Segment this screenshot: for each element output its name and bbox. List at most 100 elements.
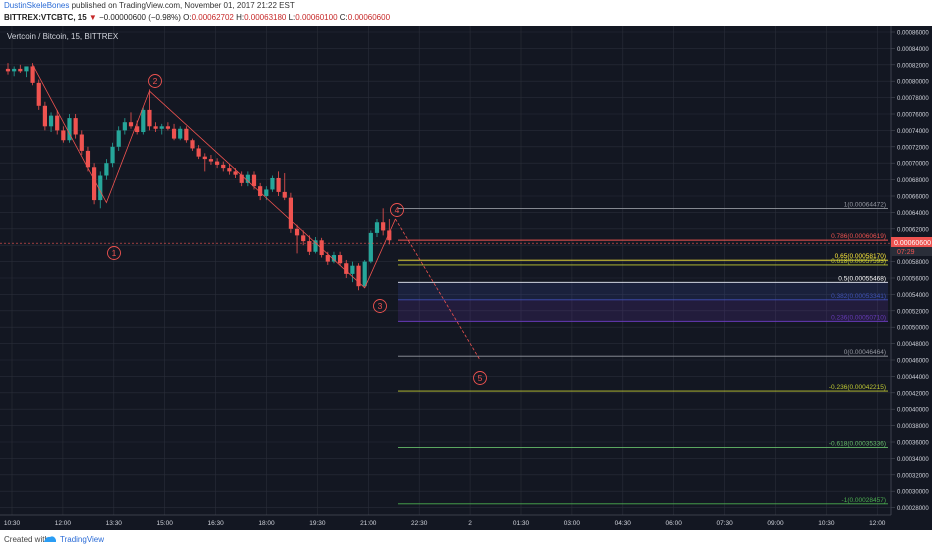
chart-area[interactable]: Vertcoin / Bitcoin, 15, BITTREX 1(0.0006… [0,26,932,530]
time-axis-label: 12:00 [869,520,886,527]
elliott-wave-line[interactable] [32,64,396,289]
fib-level-label: -0.236(0.00042215) [829,384,886,391]
candlestick [42,101,47,131]
svg-text:5: 5 [478,373,483,383]
fib-level-label: -0.618(0.00035336) [829,440,886,447]
current-price-badge [891,237,932,247]
candlestick [79,130,84,155]
high-label: H: [236,13,245,22]
tradingview-link[interactable]: TradingView [60,535,105,544]
candlestick [190,138,195,151]
candlestick [301,230,306,246]
candlestick [5,63,11,75]
candlestick [282,173,287,201]
fib-level-label: 0.618(0.00057593) [831,258,886,265]
candlestick [178,126,183,141]
price-axis-label: 0.00058000 [897,260,929,266]
candlestick [294,224,300,254]
price-axis-label: 0.00066000 [897,195,929,201]
price-axis-label: 0.00052000 [897,309,929,315]
wave-label-2[interactable]: 2 [148,74,162,88]
price-axis-label: 0.00086000 [897,31,929,37]
wave-label-5[interactable]: 5 [473,371,487,385]
price-axis-label: 0.00074000 [897,129,929,135]
svg-text:3: 3 [378,301,383,311]
time-axis-label: 21:00 [360,520,377,527]
time-axis-label: 06:00 [666,520,683,527]
time-axis-label: 2 [468,520,472,527]
wave-label-3[interactable]: 3 [373,299,387,313]
time-axis[interactable] [0,515,932,530]
time-axis-label: 13:30 [106,520,123,527]
wave-label-4[interactable]: 4 [390,203,404,217]
price-axis-label: 0.00064000 [897,211,929,217]
candlestick [73,114,78,139]
candlestick [381,208,386,236]
candlestick [67,114,72,143]
time-axis-label: 22:30 [411,520,428,527]
time-axis-label: 07:30 [716,520,733,527]
price-axis-label: 0.00034000 [897,457,929,463]
change-value: −0.00000600 (−0.98%) [99,13,181,22]
time-axis-label: 01:30 [513,520,530,527]
candlestick [356,263,361,291]
publish-header: DustinSkeleBones published on TradingVie… [0,0,932,26]
countdown-badge [891,247,932,256]
fib-zone [398,299,888,322]
price-axis-label: 0.00054000 [897,293,929,299]
fib-level-label: 0.382(0.00053341) [831,293,886,300]
candlestick [245,171,250,187]
price-axis-label: 0.00072000 [897,145,929,151]
close-value: 0.00060600 [347,13,391,22]
candlestick [24,66,29,78]
time-axis-label: 19:30 [309,520,326,527]
publish-line: DustinSkeleBones published on TradingVie… [4,1,295,10]
candlestick [227,164,232,175]
wave-label-1[interactable]: 1 [107,246,121,260]
price-axis-label: 0.00046000 [897,359,929,365]
candlestick [55,109,60,135]
svg-text:2: 2 [153,76,158,86]
candlestick [196,145,201,160]
candlestick [98,171,103,209]
time-axis-label: 10:30 [818,520,835,527]
price-axis-label: 0.00062000 [897,227,929,233]
price-axis-label: 0.00070000 [897,162,929,168]
candlestick [307,235,312,256]
price-axis[interactable] [891,26,932,530]
candlestick [104,159,109,180]
time-axis-label: 15:00 [157,520,174,527]
chart-title: Vertcoin / Bitcoin, 15, BITTREX [7,32,119,41]
price-axis-label: 0.00038000 [897,424,929,430]
footer: Created with TradingView [0,530,932,550]
created-with-text: Created with [4,535,49,544]
price-axis-label: 0.00050000 [897,326,929,332]
price-axis-label: 0.00056000 [897,277,929,283]
candlestick [208,155,214,165]
candlestick [122,118,127,135]
fib-level-label: 0.236(0.00050710) [831,314,886,321]
candlestick [165,122,170,131]
price-chart[interactable]: Vertcoin / Bitcoin, 15, BITTREX 1(0.0006… [0,26,932,530]
time-axis-label: 10:30 [4,520,21,527]
published-text: published on TradingView.com, November 0… [71,1,295,10]
fib-level-label: 0.5(0.00055468) [838,275,886,282]
candlestick [202,153,207,172]
candlestick [159,123,164,135]
price-axis-label: 0.00076000 [897,113,929,119]
author-link[interactable]: DustinSkeleBones [4,1,70,10]
open-label: O: [183,13,192,22]
candlestick [92,163,97,205]
candlestick [368,230,373,264]
candlestick [374,218,380,237]
time-axis-label: 16:30 [207,520,224,527]
price-axis-label: 0.00044000 [897,375,929,381]
wave-projection-line[interactable] [395,218,481,361]
candlestick [344,259,349,278]
price-axis-label: 0.00068000 [897,178,929,184]
low-label: L: [288,13,296,22]
high-value: 0.00063180 [244,13,287,22]
candlestick [12,66,17,77]
candlestick [362,259,367,288]
candlestick [147,89,152,131]
